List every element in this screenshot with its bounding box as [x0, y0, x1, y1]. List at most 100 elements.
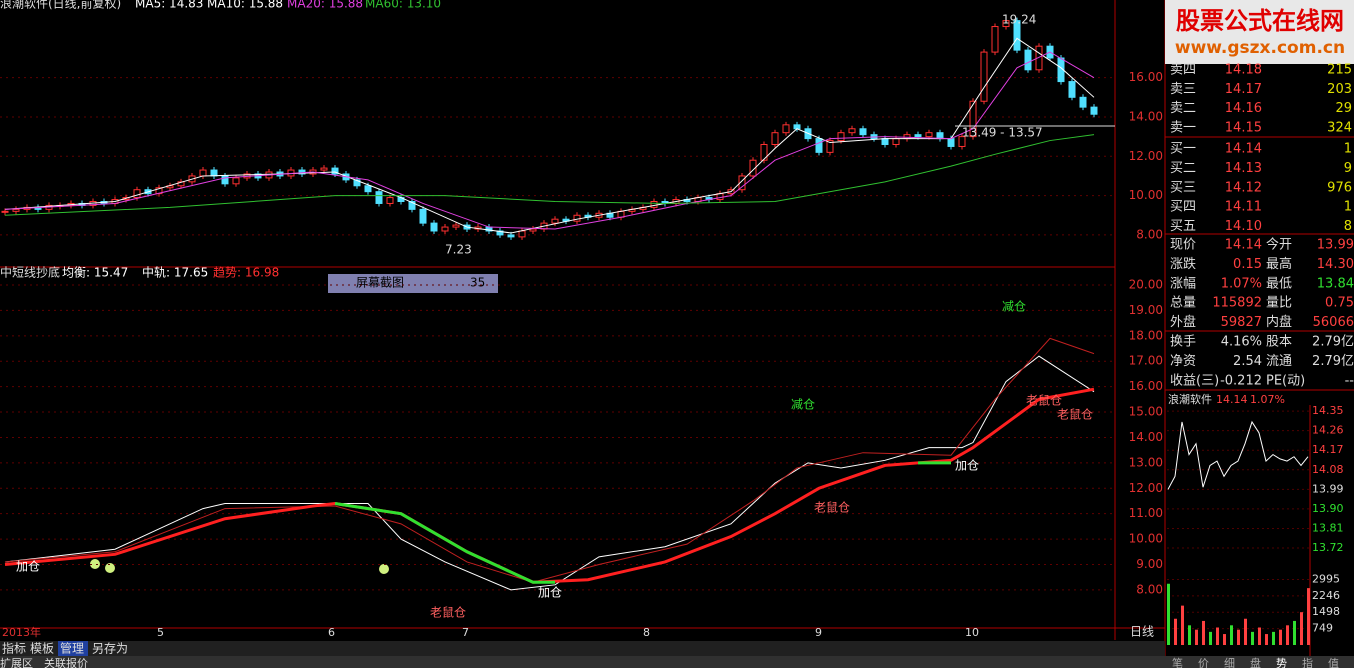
y-tick-label: 10.00 — [1129, 532, 1163, 546]
candle — [298, 169, 306, 175]
stat-label: 换手 — [1170, 335, 1196, 350]
stat-label: PE(动) — [1266, 373, 1305, 388]
stat-value: 2.54 — [1233, 354, 1262, 369]
stat-label: 量比 — [1266, 296, 1292, 311]
logo-bg — [1165, 0, 1354, 64]
stat-value: 14.14 — [1225, 238, 1262, 253]
y-tick-label: 20.00 — [1129, 278, 1163, 292]
side-tab[interactable]: 价 — [1198, 657, 1209, 668]
x-tick-label: 7 — [462, 626, 469, 639]
book-label: 卖一 — [1170, 120, 1196, 135]
volume-bar — [1216, 627, 1219, 645]
volume-bar — [1272, 631, 1275, 645]
book-price: 14.14 — [1225, 142, 1262, 157]
volume-bar — [1195, 629, 1198, 645]
stat-label: 净资 — [1170, 354, 1196, 369]
bottom-tab[interactable]: 扩展区 — [0, 656, 33, 668]
candle — [771, 132, 779, 145]
side-tab[interactable]: 盘 — [1250, 656, 1261, 668]
toolbar-button[interactable]: 另存为 — [92, 642, 128, 656]
stat-value: 4.16% — [1221, 335, 1262, 350]
candle — [749, 159, 757, 177]
candle — [958, 136, 966, 147]
stat-value: 0.15 — [1233, 257, 1262, 272]
stat-value: -0.212 — [1220, 373, 1262, 388]
candle — [1068, 81, 1076, 98]
candle — [914, 134, 922, 138]
stat-label: 股本 — [1266, 335, 1292, 350]
book-price: 14.10 — [1225, 219, 1262, 234]
stat-value: 2.79亿 — [1312, 354, 1354, 369]
book-volume: 29 — [1335, 101, 1352, 116]
apple-icon — [105, 563, 115, 573]
candle — [331, 167, 339, 175]
candle — [826, 140, 834, 153]
candle — [1035, 45, 1043, 71]
book-label: 买一 — [1170, 142, 1196, 157]
candle — [738, 175, 746, 191]
book-volume: 215 — [1327, 63, 1352, 78]
side-tab[interactable]: 值 — [1328, 657, 1339, 668]
book-label: 卖二 — [1170, 101, 1196, 116]
candle — [353, 179, 361, 187]
side-tab[interactable]: 指 — [1302, 656, 1313, 668]
y-tick-label: 18.00 — [1129, 328, 1163, 342]
toolbar-button[interactable]: 管理 — [60, 641, 84, 656]
indicator-header: 中轨: 17.65 — [142, 265, 208, 280]
toolbar-button[interactable]: 指标 — [2, 641, 26, 656]
signal-label: 老鼠仓 — [430, 606, 466, 620]
mini-tick: 14.26 — [1312, 424, 1344, 437]
volume-bar — [1202, 620, 1205, 645]
book-label: 买二 — [1170, 161, 1196, 176]
stat-label: 最低 — [1266, 276, 1292, 291]
stat-value: 1.07% — [1221, 276, 1262, 291]
mini-price: 14.14 — [1216, 393, 1248, 406]
volume-tick: 1498 — [1312, 605, 1340, 618]
side-tab[interactable]: 细 — [1224, 657, 1235, 668]
bottom-tab[interactable]: 关联报价 — [44, 656, 88, 668]
logo-title: 股票公式在线网 — [1176, 7, 1344, 35]
signal-label: 加仓 — [955, 459, 979, 473]
stat-label: 收益(三) — [1170, 373, 1219, 388]
book-volume: 1 — [1344, 142, 1352, 157]
header-text: 浪潮软件(日线,前复权) — [0, 0, 121, 11]
y-tick-label: 10.00 — [1129, 188, 1163, 202]
book-volume: 203 — [1327, 82, 1352, 97]
volume-bar — [1181, 605, 1184, 645]
book-volume: 9 — [1344, 161, 1352, 176]
side-tab[interactable]: 笔 — [1172, 656, 1183, 668]
candle — [980, 51, 988, 102]
book-volume: 324 — [1327, 120, 1352, 135]
candle — [232, 177, 240, 185]
side-tab[interactable]: 势 — [1276, 657, 1287, 668]
volume-tick: 2246 — [1312, 589, 1340, 602]
indicator-line — [4, 355, 1095, 591]
candle — [375, 191, 383, 204]
volume-bar — [1286, 625, 1289, 645]
candle — [1024, 49, 1032, 71]
toolbar — [0, 641, 1165, 656]
y-tick-label: 15.00 — [1129, 405, 1163, 419]
book-volume: 8 — [1344, 219, 1352, 234]
apple-icon — [379, 564, 389, 574]
x-tick-label: 10 — [965, 626, 979, 639]
book-label: 卖三 — [1170, 82, 1196, 97]
mini-tick: 13.90 — [1312, 502, 1344, 515]
stat-label: 外盘 — [1170, 314, 1196, 330]
y-tick-label: 19.00 — [1129, 303, 1163, 317]
book-price: 14.17 — [1225, 82, 1262, 97]
candle — [210, 169, 218, 177]
candle — [320, 167, 328, 171]
stat-label: 现价 — [1170, 238, 1196, 253]
volume-bar — [1300, 612, 1303, 645]
candle — [551, 218, 559, 224]
mini-tick: 13.81 — [1312, 521, 1344, 534]
toolbar-button[interactable]: 模板 — [30, 642, 54, 656]
x-tick-label: 5 — [157, 626, 164, 639]
candle — [441, 226, 449, 232]
x-tick-label: 8 — [643, 626, 650, 639]
stat-value: 59827 — [1221, 315, 1262, 330]
candle — [573, 214, 581, 222]
logo-url: www.gszx.com.cn — [1175, 38, 1345, 58]
